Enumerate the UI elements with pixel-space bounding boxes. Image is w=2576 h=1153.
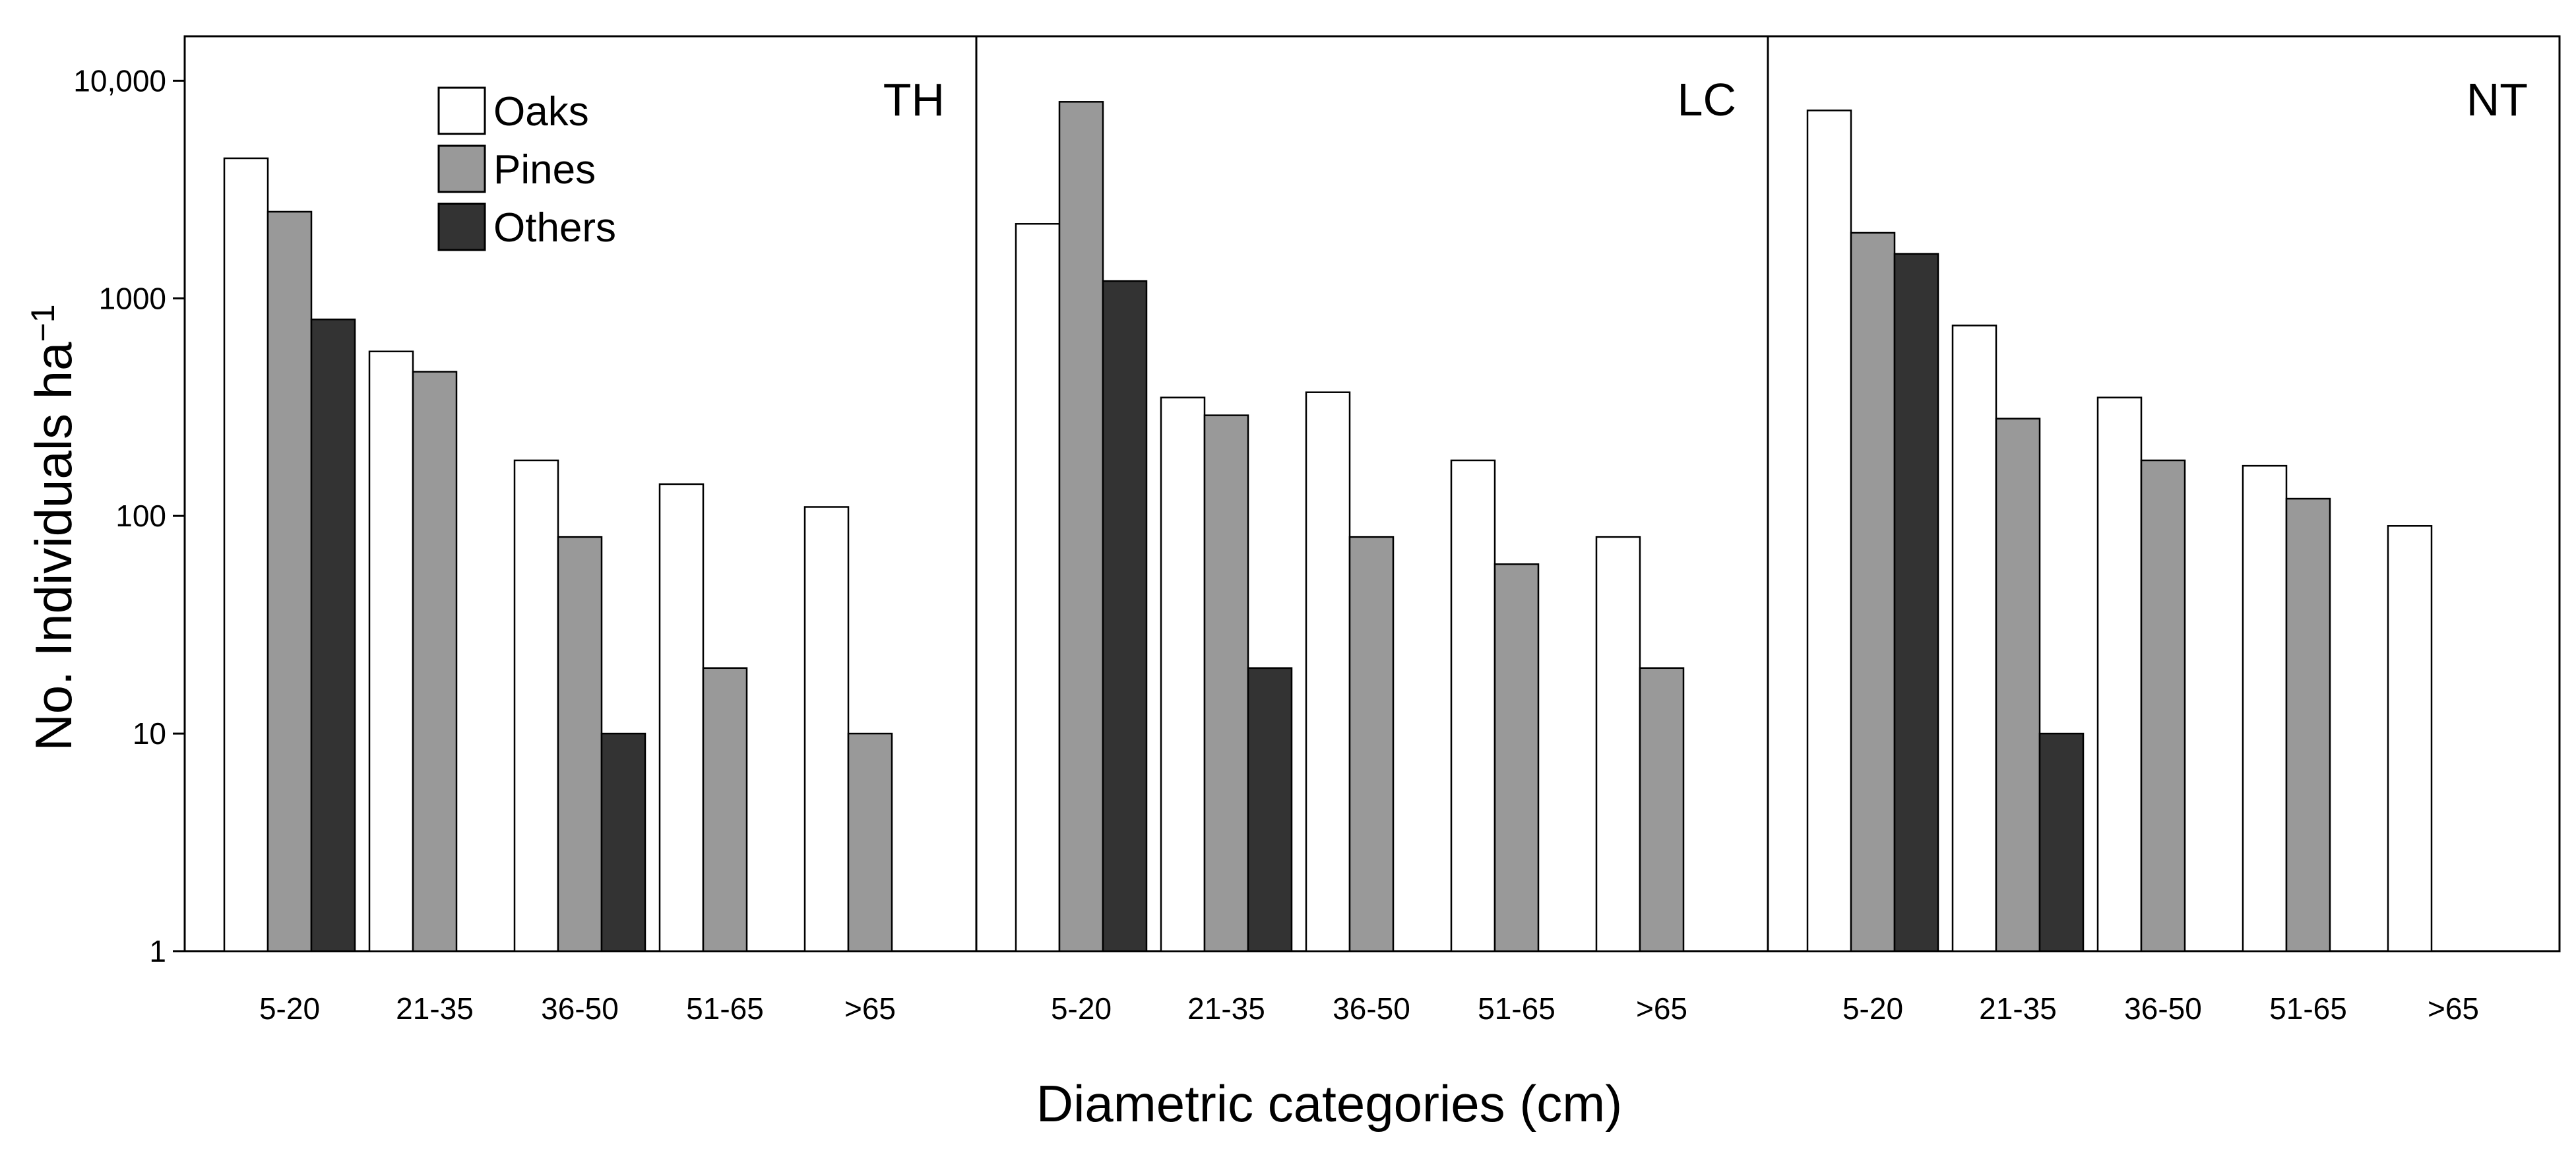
legend-swatch-pines: [437, 144, 486, 193]
bar-th-pines: [412, 371, 458, 952]
bar-nt-oaks: [1806, 109, 1852, 952]
x-tick-label: >65: [844, 991, 896, 1026]
x-tick-label: 5-20: [1051, 991, 1112, 1026]
bar-th-pines: [847, 732, 893, 952]
bar-th-pines: [267, 210, 313, 952]
panel-label-th: TH: [883, 74, 945, 125]
bar-nt-pines: [2140, 459, 2186, 952]
bar-nt-pines: [1850, 232, 1896, 952]
bar-nt-pines: [2285, 497, 2331, 952]
x-tick-label: 36-50: [541, 991, 619, 1026]
legend-label-others: Others: [493, 205, 616, 251]
y-axis-title: No. Individuals ha−1: [24, 304, 82, 751]
bar-th-others: [310, 318, 356, 952]
legend: Oaks Pines Others: [437, 86, 616, 251]
panel-label-lc: LC: [1678, 74, 1736, 125]
y-tick-label: 1000: [99, 281, 166, 315]
bar-lc-oaks: [1160, 396, 1206, 952]
x-tick-label: 51-65: [1478, 991, 1555, 1026]
bar-nt-oaks: [1951, 325, 1997, 952]
bar-lc-pines: [1058, 101, 1104, 952]
bar-nt-pines: [1995, 418, 2041, 952]
bar-th-oaks: [658, 483, 705, 952]
bar-th-pines: [557, 536, 603, 952]
x-tick-label: 36-50: [2124, 991, 2202, 1026]
y-tick-label: 10,000: [73, 63, 166, 98]
bar-lc-pines: [1639, 667, 1685, 952]
bar-lc-pines: [1203, 414, 1249, 952]
x-tick-label: 21-35: [1979, 991, 2057, 1026]
bar-lc-others: [1247, 667, 1293, 952]
y-axis-title-text: No. Individuals ha: [24, 342, 82, 751]
y-tick-label: 1: [149, 934, 166, 968]
bar-lc-others: [1102, 280, 1148, 952]
bar-nt-oaks: [2242, 464, 2288, 952]
x-tick-label: 5-20: [259, 991, 320, 1026]
bar-th-oaks: [368, 350, 414, 952]
legend-label-pines: Pines: [493, 147, 596, 193]
x-tick-label: >65: [1636, 991, 1687, 1026]
bar-lc-oaks: [1595, 536, 1641, 952]
bar-nt-oaks: [2387, 525, 2433, 952]
legend-label-oaks: Oaks: [493, 89, 589, 135]
bar-lc-oaks: [1305, 391, 1351, 952]
y-tick-label: 10: [133, 716, 166, 751]
panel-label-nt: NT: [2466, 74, 2528, 125]
bar-nt-oaks: [2096, 396, 2143, 952]
bar-th-oaks: [513, 459, 559, 952]
legend-swatch-oaks: [437, 86, 486, 135]
bar-lc-oaks: [1450, 459, 1496, 952]
bar-th-oaks: [223, 157, 269, 952]
x-tick-label: 21-35: [396, 991, 474, 1026]
x-tick-label: 51-65: [686, 991, 764, 1026]
bars: [223, 101, 2433, 952]
x-tick-label: 36-50: [1333, 991, 1410, 1026]
x-tick-label: >65: [2428, 991, 2479, 1026]
x-tick-label: 51-65: [2269, 991, 2347, 1026]
bar-nt-others: [2038, 732, 2085, 952]
y-tick-label: 100: [115, 499, 166, 533]
bar-lc-oaks: [1015, 223, 1061, 952]
bar-lc-pines: [1493, 563, 1540, 952]
y-axis: 1 10 100 1000 10,000: [73, 63, 185, 968]
x-tick-label: 5-20: [1842, 991, 1903, 1026]
bar-nt-others: [1893, 253, 1939, 952]
bar-th-oaks: [803, 506, 850, 952]
x-axis-title: Diametric categories (cm): [1036, 1075, 1623, 1133]
legend-swatch-others: [437, 203, 486, 251]
bar-lc-pines: [1348, 536, 1395, 952]
x-axis-labels: 5-20 21-35 36-50 51-65 >65 5-20 21-35 36-50 51-6…: [259, 991, 2479, 1026]
bar-th-others: [600, 732, 646, 952]
panel-labels: TH LC NT: [883, 74, 2528, 125]
x-tick-label: 21-35: [1187, 991, 1265, 1026]
bar-th-pines: [702, 667, 748, 952]
y-axis-title-superscript: −1: [24, 304, 61, 342]
